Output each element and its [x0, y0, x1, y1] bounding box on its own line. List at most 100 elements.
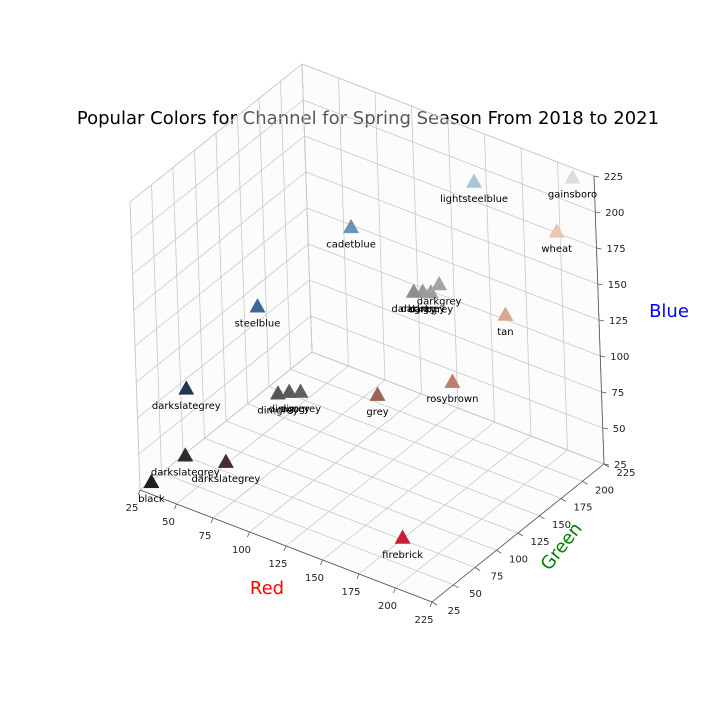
x-tick-mark [137, 489, 141, 496]
data-point: dimgrey [280, 383, 321, 415]
data-points: gainsboro wheat lightsteelblue cadetblue tan… [138, 169, 597, 561]
y-tick-label: 50 [469, 589, 482, 600]
data-point: steelblue [235, 298, 281, 330]
y-tick-mark [539, 515, 545, 520]
z-tick-mark [595, 211, 601, 214]
point-label: black [138, 494, 165, 505]
x-tick-mark [429, 601, 433, 608]
x-tick-mark [320, 559, 323, 566]
z-gridline [129, 63, 303, 203]
y-tick-mark [496, 549, 502, 554]
z-axis-title: Blue [649, 301, 689, 322]
z-tick-label: 225 [604, 172, 623, 183]
x-tick-mark [356, 573, 360, 580]
y-tick-mark [560, 498, 567, 502]
y-gridline [225, 420, 519, 534]
point-marker [178, 380, 195, 395]
z-tick-mark [593, 175, 600, 178]
y-gridline [280, 81, 291, 370]
point-label: firebrick [382, 550, 423, 561]
z-tick-label: 125 [609, 316, 628, 327]
x-tick-label: 225 [414, 615, 433, 626]
z-tick-label: 75 [612, 388, 625, 399]
y-tick-label: 175 [573, 503, 592, 514]
z-gridline [134, 207, 308, 347]
z-gridline [133, 171, 307, 311]
z-tick-mark [597, 283, 603, 286]
x-tick-mark [283, 545, 287, 552]
point-label: darkslategrey [191, 474, 260, 485]
point-label: dimgrey [257, 406, 298, 417]
data-point: darkslategrey [151, 447, 220, 479]
z-tick-label: 150 [608, 280, 627, 291]
point-marker [249, 298, 266, 313]
z-gridline [132, 135, 305, 275]
y-gridline [247, 403, 540, 517]
z-gridline [303, 99, 596, 213]
data-point: darkslategrey [191, 453, 260, 485]
point-label: darkgrey [391, 304, 436, 315]
x-gridline [322, 421, 495, 561]
y-tick-mark [431, 601, 438, 606]
point-marker [217, 453, 234, 468]
point-label: darkslategrey [152, 401, 221, 412]
point-label: rosybrown [426, 394, 478, 405]
data-point: wheat [541, 223, 572, 255]
z-gridline [301, 63, 595, 177]
y-tick-label: 75 [491, 572, 504, 583]
point-label: tan [497, 327, 513, 338]
data-point: dimgrey [257, 385, 299, 417]
x-gridline [520, 147, 532, 437]
data-point: dimgrey [269, 383, 310, 415]
z-gridline [304, 135, 597, 249]
point-label: dimgrey [269, 404, 310, 415]
x-tick-label: 125 [268, 559, 287, 570]
point-label: steelblue [235, 319, 281, 330]
x-gridline [557, 161, 568, 451]
point-marker [143, 473, 160, 489]
point-marker [342, 218, 360, 234]
point-marker [444, 373, 461, 388]
y-tick-mark [517, 532, 524, 537]
point-marker [431, 275, 448, 291]
y-tick-mark [582, 480, 588, 485]
point-marker [292, 383, 309, 398]
y-gridline [301, 63, 313, 353]
x-tick-mark [247, 531, 250, 538]
data-point: cadetblue [326, 218, 376, 250]
point-label: wheat [541, 244, 572, 255]
point-marker [497, 306, 514, 321]
x-gridline [395, 449, 568, 589]
point-label: darkgrey [400, 304, 445, 315]
data-point: lightsteelblue [440, 173, 508, 205]
y-tick-label: 125 [530, 537, 549, 548]
x-gridline [358, 435, 532, 575]
z-tick-mark [598, 319, 605, 322]
z-tick-label: 175 [607, 244, 626, 255]
x-gridline [484, 133, 495, 423]
point-marker [281, 383, 298, 398]
z-tick-label: 200 [605, 208, 624, 219]
z-gridline [306, 207, 600, 321]
z-tick-mark [596, 247, 602, 250]
y-tick-label: 150 [552, 520, 571, 531]
point-marker [369, 386, 386, 401]
data-point: firebrick [382, 529, 423, 561]
data-point: darkgrey [417, 275, 462, 307]
x-tick-label: 75 [199, 531, 212, 542]
x-tick-mark [210, 517, 214, 524]
y-gridline [258, 98, 270, 387]
x-tick-label: 150 [305, 573, 324, 584]
point-label: gainsboro [548, 190, 597, 201]
data-point: darkgrey [391, 283, 436, 315]
x-tick-mark [174, 503, 177, 510]
data-point: darkslategrey [152, 380, 221, 412]
z-gridline [131, 99, 304, 239]
point-label: darkgrey [417, 296, 462, 307]
z-tick-mark [602, 427, 608, 430]
y-gridline [268, 386, 562, 499]
chart-title: Popular Colors for Channel for Spring Se… [77, 108, 659, 129]
data-point: black [138, 473, 165, 505]
x-tick-label: 25 [126, 503, 139, 514]
